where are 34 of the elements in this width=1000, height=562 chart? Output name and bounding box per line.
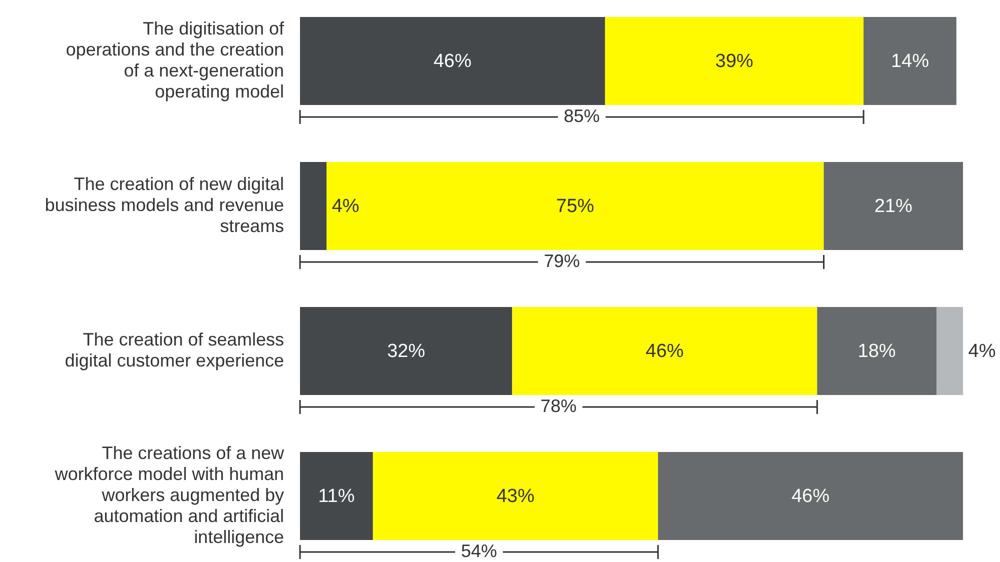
- bar: [300, 307, 512, 395]
- data-label: 32%: [387, 341, 426, 362]
- data-label: 4%: [332, 196, 360, 217]
- annotation: 78%: [540, 396, 577, 416]
- bar: [604, 17, 864, 105]
- y-tick-label: The creation of seamless digital customer experience: [64, 330, 284, 370]
- bar: [300, 452, 373, 540]
- bar: [372, 452, 658, 540]
- annotation: 79%: [544, 251, 580, 271]
- bar: [658, 452, 963, 540]
- bar: [817, 307, 936, 395]
- data-label: 18%: [858, 341, 896, 362]
- data-label: 46%: [433, 51, 472, 72]
- bar: [512, 307, 818, 395]
- bar: [326, 162, 824, 250]
- data-label: 43%: [496, 486, 535, 507]
- data-label: 11%: [318, 486, 355, 507]
- y-tick-label: The creations of a new workforce model with human workers augmented by automation and artificial intelligence: [54, 443, 285, 547]
- bar: [300, 17, 605, 105]
- y-tick-label: The creation of new digital business models and revenue streams: [44, 174, 284, 236]
- bar: [936, 307, 963, 395]
- data-label: 21%: [874, 196, 913, 217]
- data-label: 46%: [646, 341, 684, 362]
- data-label: 4%: [968, 341, 996, 362]
- annotation: 85%: [564, 106, 600, 126]
- bar: [300, 162, 327, 250]
- bar: [824, 162, 963, 250]
- data-label: 14%: [890, 51, 930, 72]
- y-tick-label: The digitisation of operations and the creation of a next-generation operating model: [66, 18, 285, 102]
- data-label: 39%: [715, 51, 754, 72]
- bar: [864, 17, 956, 105]
- data-label: 75%: [556, 196, 594, 217]
- data-label: 46%: [791, 486, 830, 507]
- annotation: 54%: [460, 541, 498, 561]
